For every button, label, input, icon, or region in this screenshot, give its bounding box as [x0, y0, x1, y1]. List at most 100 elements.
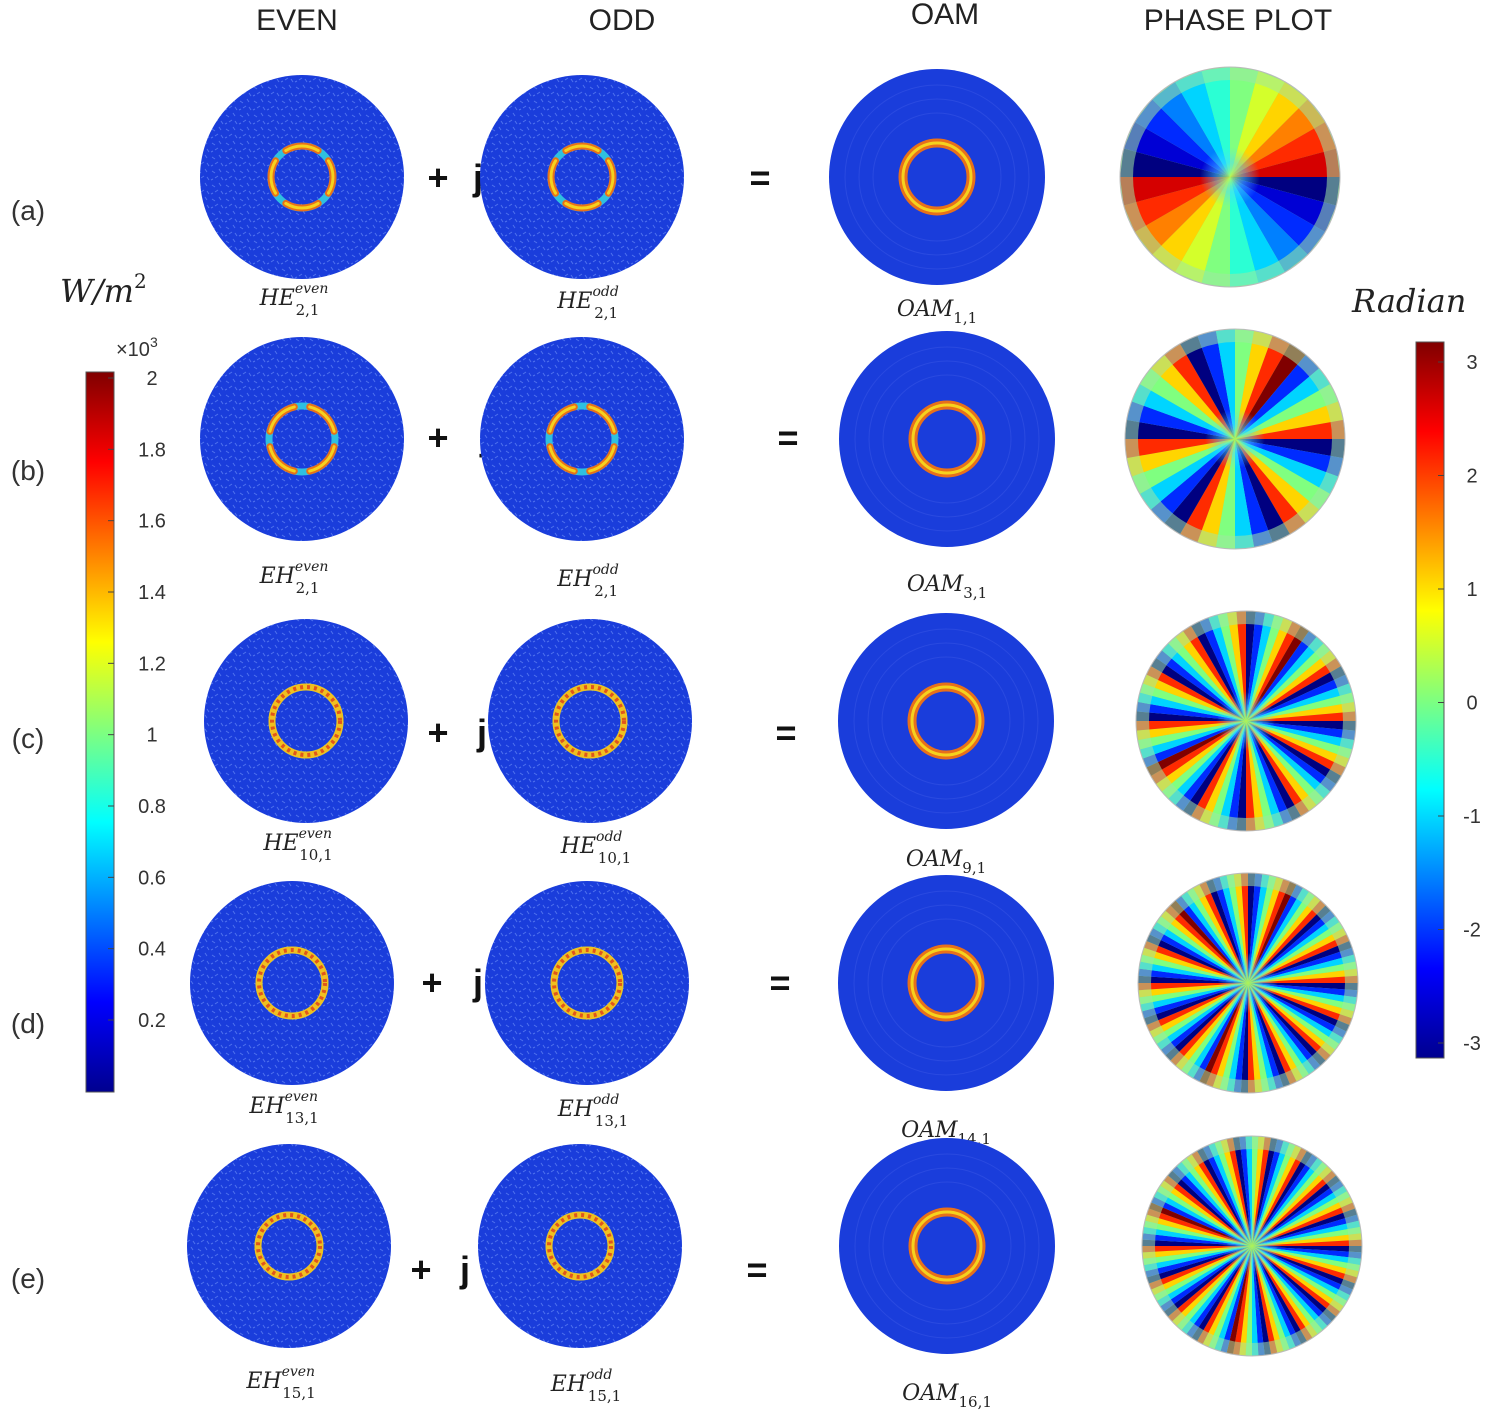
oam-mode-label: OAM14,1 [901, 1118, 991, 1148]
mode-ring-lobes [547, 1213, 613, 1279]
row-d: (d) EHeven 13,1 + j EHodd 13,1 = OAM14,1 [11, 872, 1359, 1148]
mode-lobe-core [284, 144, 320, 153]
odd-mode-label: EHodd 15,1 [550, 1367, 621, 1405]
cladding-ring [854, 1153, 1040, 1339]
fiber-cross-section [480, 337, 684, 541]
mode-lobe-core [564, 144, 600, 153]
phase-wedge [1152, 81, 1230, 177]
phase-tick-label: 0 [1466, 693, 1477, 715]
oam-ring-core [911, 403, 983, 475]
intensity-tick-label: 0.4 [138, 939, 166, 961]
row-e: (e) EHeven 15,1 + j EHodd 15,1 = OAM16,1 [11, 1135, 1363, 1411]
fiber-cross-section [204, 619, 408, 823]
mode-lobe-core [269, 159, 278, 195]
cladding-ring [882, 1181, 1012, 1311]
oam-panel [839, 1138, 1055, 1354]
imaginary-unit-j: j [459, 1249, 470, 1290]
intensity-tick-label: 1 [146, 725, 157, 747]
mode-lobe-core [268, 445, 296, 473]
plus-sign: + [421, 962, 442, 1003]
fiber-cross-section [190, 881, 394, 1085]
phase-plot-panel [1141, 1135, 1363, 1357]
equals-sign: = [746, 1249, 767, 1290]
phase-outline [1137, 872, 1359, 1094]
phase-wedge [1230, 177, 1308, 273]
oam-mode-label: OAM9,1 [906, 847, 986, 877]
row-label: (b) [11, 455, 45, 486]
even-mode-panel [200, 75, 404, 279]
fiber-cross-section [480, 75, 684, 279]
row-label: (d) [11, 1008, 45, 1039]
fiber-cross-section [838, 613, 1054, 829]
even-mode-label: EHeven 15,1 [245, 1364, 315, 1402]
phase-wedge [1134, 99, 1230, 177]
header-phase-plot: PHASE PLOT [1144, 4, 1332, 37]
mode-ring-lobes [270, 685, 342, 757]
intensity-tick-label: 1.2 [138, 653, 166, 675]
cladding-ring [868, 360, 1026, 518]
row-c: (c) HEeven 10,1 + j HEodd 10,1 = OAM9,1 [12, 610, 1357, 877]
plus-sign: + [427, 712, 448, 753]
mode-lobe-core [284, 201, 320, 210]
intensity-tick-label: 2 [146, 368, 157, 390]
oam-ring-core [911, 1210, 983, 1282]
row-label: (e) [11, 1263, 45, 1294]
mode-lobe-core [548, 445, 576, 473]
mode-ring-lobes [554, 685, 626, 757]
mode-ring-halo [545, 402, 619, 476]
plus-sign: + [427, 157, 448, 198]
fiber-cross-section [838, 875, 1054, 1091]
phase-wedges [1120, 67, 1340, 287]
phase-plot-panel [1137, 872, 1359, 1094]
intensity-colorbar-multiplier: ×103 [116, 334, 158, 361]
odd-mode-panel [480, 337, 684, 541]
odd-mode-panel [480, 75, 684, 279]
mode-lobe-core [549, 159, 558, 195]
oam-ring-core [910, 685, 982, 757]
cladding-ring [854, 346, 1040, 532]
phase-plot-panel [1124, 328, 1346, 550]
phase-wedges [1136, 611, 1356, 831]
oam-mode-label: OAM16,1 [902, 1381, 992, 1411]
phase-wedge [1230, 81, 1308, 177]
phase-plot-panel [1135, 610, 1357, 832]
even-mode-label: EHeven 13,1 [248, 1089, 318, 1127]
oam-mode-label: OAM1,1 [897, 297, 977, 327]
even-mode-panel [204, 619, 408, 823]
cladding-ring [881, 918, 1011, 1048]
cladding-ring [867, 642, 1025, 800]
odd-mode-label: HEodd 10,1 [560, 829, 631, 867]
header-oam: OAM [911, 0, 979, 31]
oam-panel [839, 331, 1055, 547]
mode-ring-lobes [552, 948, 622, 1018]
phase-wedge [1134, 177, 1230, 255]
cladding-ring [853, 628, 1039, 814]
even-mode-label: HEeven 10,1 [262, 826, 332, 864]
phase-colorbar-unit: Radian [1351, 282, 1466, 320]
oam-panel [829, 69, 1045, 285]
cladding-ring [881, 656, 1011, 786]
mode-ring-lobes [257, 948, 327, 1018]
equals-sign: = [777, 417, 798, 458]
plus-sign: + [427, 417, 448, 458]
fiber-cross-section [478, 1144, 682, 1348]
oam-ring-core [901, 141, 973, 213]
oam-mode-label: OAM3,1 [907, 572, 987, 602]
phase-core-region [1200, 147, 1260, 207]
phase-tick-label: -2 [1463, 920, 1481, 942]
phase-outline [1135, 610, 1357, 832]
phase-core-region [1222, 1216, 1282, 1276]
phase-tick-label: -3 [1463, 1033, 1481, 1055]
phase-wedges [1142, 1136, 1362, 1356]
odd-mode-label: EHodd 2,1 [556, 562, 619, 600]
phase-colorbar-bar [1415, 341, 1445, 1059]
fiber-cross-section [200, 75, 404, 279]
phase-tick-label: -1 [1463, 806, 1481, 828]
phase-outline [1119, 66, 1341, 288]
phase-tick-label: 1 [1466, 579, 1477, 601]
header-odd: ODD [589, 4, 656, 37]
phase-tick-label: 3 [1466, 352, 1477, 374]
row-label: (c) [12, 723, 45, 754]
intensity-tick-label: 0.8 [138, 796, 166, 818]
